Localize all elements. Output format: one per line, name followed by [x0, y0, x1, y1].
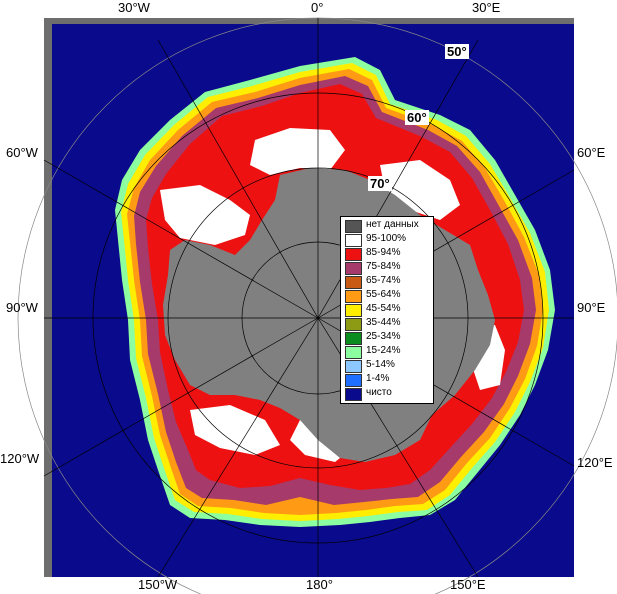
legend-label: 5-14%	[366, 359, 395, 370]
lat-label-70: 70°	[368, 176, 392, 191]
lon-label-120e: 120°E	[577, 455, 613, 470]
meridian-30w	[157, 39, 319, 319]
legend-item: 95-100%	[343, 233, 431, 247]
legend-item: 65-74%	[343, 275, 431, 289]
meridian-120w	[43, 317, 319, 477]
legend-label: 1-4%	[366, 373, 390, 384]
legend-swatch	[345, 248, 362, 261]
legend-swatch	[345, 234, 362, 247]
lon-label-90w: 90°W	[6, 300, 38, 315]
legend-label: 55-64%	[366, 289, 401, 300]
legend-item: нет данных	[343, 219, 431, 233]
legend-item: 45-54%	[343, 303, 431, 317]
legend-item: 35-44%	[343, 317, 431, 331]
legend-item: 85-94%	[343, 247, 431, 261]
lon-label-0: 0°	[311, 0, 324, 15]
legend-item: 5-14%	[343, 359, 431, 373]
lon-label-90e: 90°E	[577, 300, 606, 315]
legend-swatch	[345, 290, 362, 303]
lon-label-150e: 150°E	[450, 577, 486, 592]
ice-white-patch-2	[160, 185, 250, 245]
legend-label: 25-34%	[366, 331, 401, 342]
ice-white-patch-1	[250, 128, 345, 175]
legend-item: 25-34%	[343, 331, 431, 345]
legend-item: 1-4%	[343, 373, 431, 387]
lat-label-60: 60°	[405, 110, 429, 125]
legend-label: чисто	[366, 387, 392, 398]
legend-label: 45-54%	[366, 303, 401, 314]
legend-swatch	[345, 304, 362, 317]
lon-label-120w: 120°W	[0, 451, 40, 466]
legend-swatch	[345, 262, 362, 275]
legend-label: 65-74%	[366, 275, 401, 286]
legend-swatch	[345, 220, 362, 233]
legend-swatch	[345, 332, 362, 345]
legend: нет данных 95-100% 85-94% 75-84% 65-74% 55-64…	[340, 216, 434, 404]
legend-label: 85-94%	[366, 247, 401, 258]
legend-swatch	[345, 374, 362, 387]
legend-label: 75-84%	[366, 261, 401, 272]
legend-swatch	[345, 360, 362, 373]
legend-item: 15-24%	[343, 345, 431, 359]
lon-label-30e: 30°E	[472, 0, 501, 15]
lon-label-60e: 60°E	[577, 145, 606, 160]
legend-item: 55-64%	[343, 289, 431, 303]
legend-label: 35-44%	[366, 317, 401, 328]
legend-label: 15-24%	[366, 345, 401, 356]
legend-swatch	[345, 318, 362, 331]
legend-label: 95-100%	[366, 233, 407, 244]
lat-label-50: 50°	[445, 44, 469, 59]
meridian-60w	[43, 159, 319, 319]
lon-label-30w: 30°W	[118, 0, 150, 15]
lon-label-180: 180°	[306, 577, 333, 592]
legend-swatch	[345, 388, 362, 401]
lon-label-60w: 60°W	[6, 145, 38, 160]
lon-label-150w: 150°W	[138, 577, 178, 592]
meridian-150w	[157, 317, 319, 578]
legend-label: нет данных	[366, 219, 419, 230]
legend-item: чисто	[343, 387, 431, 401]
legend-swatch	[345, 276, 362, 289]
legend-swatch	[345, 346, 362, 359]
legend-item: 75-84%	[343, 261, 431, 275]
ice-white-patch-4	[190, 405, 280, 455]
